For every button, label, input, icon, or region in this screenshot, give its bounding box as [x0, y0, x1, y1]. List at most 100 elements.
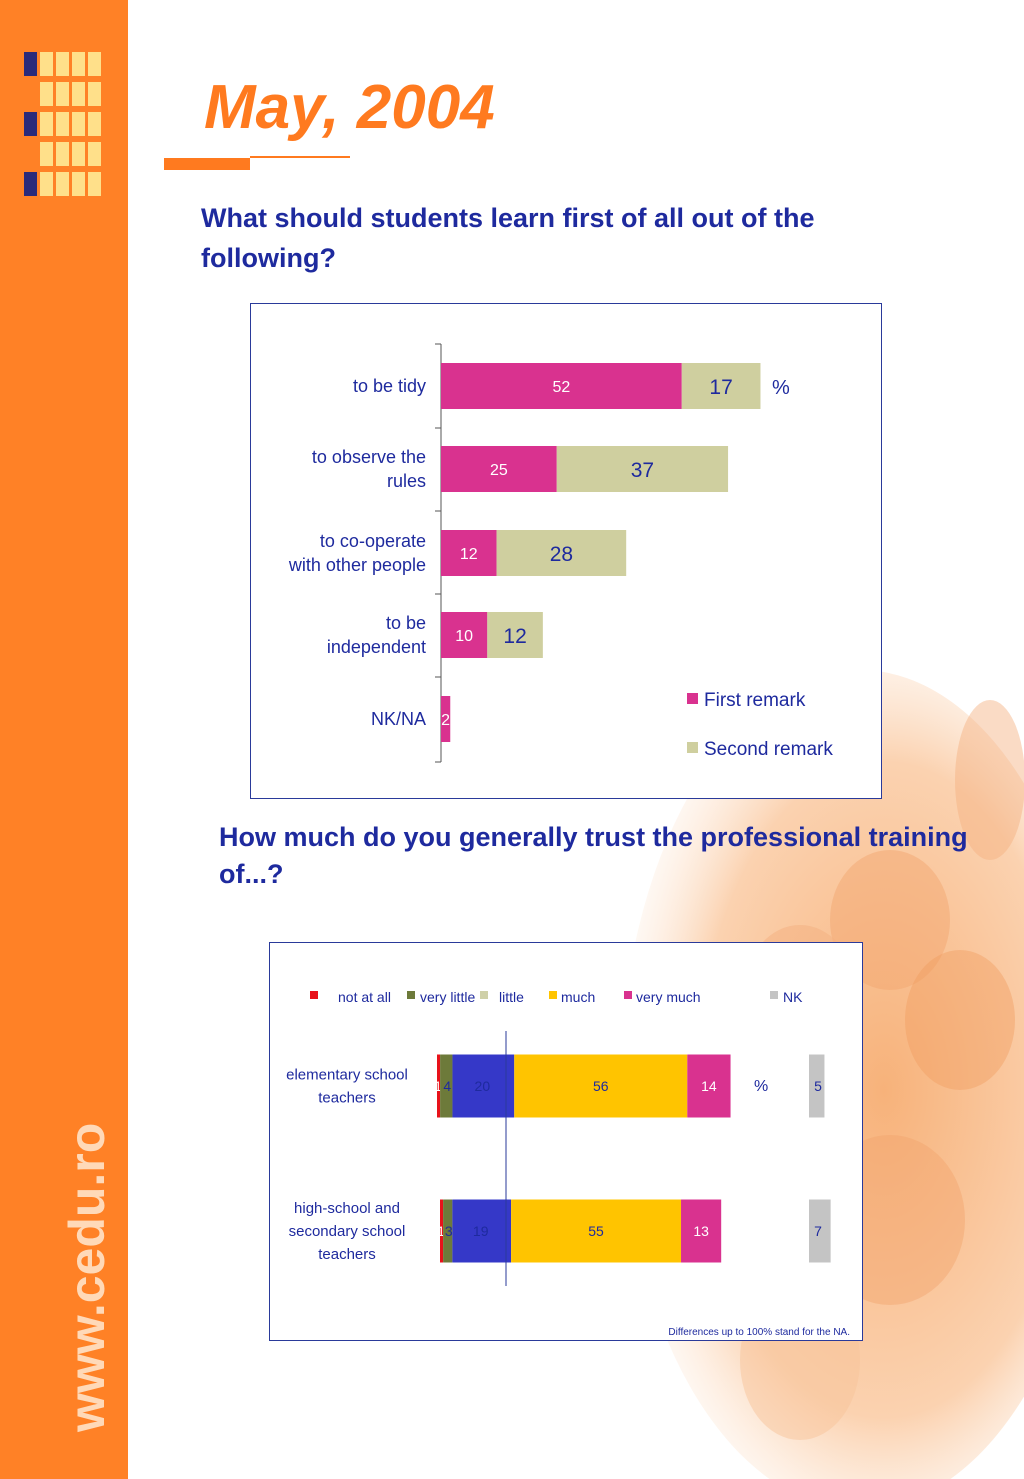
logo-cell [88, 112, 101, 136]
logo-cell [88, 172, 101, 196]
data-label: 20 [475, 1078, 491, 1094]
bar-segment-very-little [443, 1199, 453, 1263]
logo-cell [56, 172, 69, 196]
bar-first-remark [441, 363, 682, 409]
category-label: high-school and [294, 1200, 400, 1217]
category-label: secondary school [289, 1223, 406, 1240]
legend-label: First remark [704, 690, 806, 711]
legend-swatch [310, 991, 318, 999]
data-label: 37 [631, 459, 654, 482]
bar-segment-much [514, 1054, 688, 1118]
logo-cell [72, 112, 85, 136]
data-label: 17 [709, 376, 732, 399]
bar-segment-very-much [687, 1054, 731, 1118]
logo-cell [56, 52, 69, 76]
logo-cell [88, 82, 101, 106]
bar-segment-little [452, 1054, 515, 1118]
footnote: Differences up to 100% stand for the NA. [668, 1327, 850, 1338]
legend-label: much [561, 989, 595, 1005]
question-1: What should students learn first of all … [201, 203, 815, 273]
data-label: 13 [693, 1223, 709, 1239]
site-url: www.cedu.ro [59, 1122, 115, 1432]
unit-label: % [772, 377, 790, 399]
bar-first-remark [441, 446, 557, 492]
legend-label: not at all [338, 989, 391, 1005]
legend-label: very little [420, 989, 475, 1005]
logo-cell [24, 172, 37, 196]
logo-cell [40, 82, 53, 106]
category-label: independent [327, 637, 426, 657]
logo-cell [40, 142, 53, 166]
bar-second-remark [556, 446, 729, 492]
bar-first-remark [441, 530, 497, 576]
chart-trust-training-svg: not at all very little little much very much… [286, 979, 850, 1338]
logo-cell [72, 52, 85, 76]
legend-nk-box [760, 979, 816, 1011]
logo-cell [72, 82, 85, 106]
logo-cell [24, 112, 37, 136]
legend-swatch [407, 991, 415, 999]
category-label: teachers [318, 1090, 376, 1107]
legend-swatch [687, 693, 698, 704]
category-label: elementary school [286, 1067, 408, 1084]
category-label: to co-operate [320, 531, 426, 551]
category-label: NK/NA [371, 709, 426, 729]
logo-cell [40, 172, 53, 196]
bar-second-remark [496, 530, 627, 576]
data-label: 7 [814, 1223, 822, 1239]
bar-second-remark [487, 612, 543, 658]
data-label: 2 [441, 712, 450, 729]
logo-cell [72, 172, 85, 196]
logo-cell [40, 112, 53, 136]
chart-learn-first: to be tidy 52 17 to observe the rules 25 37 to … [250, 303, 882, 799]
logo-cell [88, 52, 101, 76]
data-label: 14 [701, 1078, 717, 1094]
data-label: 25 [490, 462, 508, 479]
legend-label: little [499, 989, 524, 1005]
bar-segment-nk [809, 1054, 825, 1118]
data-label: 52 [552, 379, 570, 396]
bar-segment-not-at-all [437, 1054, 441, 1118]
sidebar [0, 0, 128, 1479]
data-label: 10 [455, 628, 473, 645]
category-label: with other people [288, 555, 426, 575]
page-title: May, 2004 [204, 73, 495, 142]
data-label: 5 [814, 1078, 822, 1094]
data-label: 12 [503, 625, 526, 648]
logo-cell [56, 112, 69, 136]
bar-first-remark [441, 612, 488, 658]
legend-swatch [687, 742, 698, 753]
chart-learn-first-svg: to be tidy 52 17 to observe the rules 25 37 to … [288, 343, 833, 763]
logo-cell [72, 142, 85, 166]
bar-segment-not-at-all [440, 1199, 444, 1263]
logo-cell [56, 142, 69, 166]
bar-segment-very-little [440, 1054, 453, 1118]
title-underline-thin [250, 156, 350, 158]
legend-label: very much [636, 989, 701, 1005]
legend-swatch [770, 991, 778, 999]
title-underline [164, 158, 250, 170]
category-label: rules [387, 471, 426, 491]
data-label: 4 [443, 1078, 451, 1094]
category-label: to observe the [312, 447, 426, 467]
legend-label: Second remark [704, 739, 833, 760]
chart-trust-training: not at all very little little much very much… [269, 942, 863, 1341]
logo-cell [40, 52, 53, 76]
legend-swatch [480, 991, 488, 999]
bar-second-remark [681, 363, 761, 409]
logo-cell [24, 52, 37, 76]
unit-label: % [754, 1078, 768, 1095]
category-label: teachers [318, 1246, 376, 1263]
data-label: 3 [445, 1223, 453, 1239]
data-label: 1 [437, 1223, 445, 1239]
data-label: 1 [434, 1078, 442, 1094]
data-label: 56 [593, 1078, 609, 1094]
question-2: How much do you generally trust the prof… [219, 822, 968, 889]
category-label: to be [386, 613, 426, 633]
logo-cell [56, 82, 69, 106]
logo-cell [88, 142, 101, 166]
category-label: to be tidy [353, 376, 426, 396]
bar-segment-much [511, 1199, 682, 1263]
data-label: 12 [460, 546, 478, 563]
bar-segment-very-much [681, 1199, 722, 1263]
